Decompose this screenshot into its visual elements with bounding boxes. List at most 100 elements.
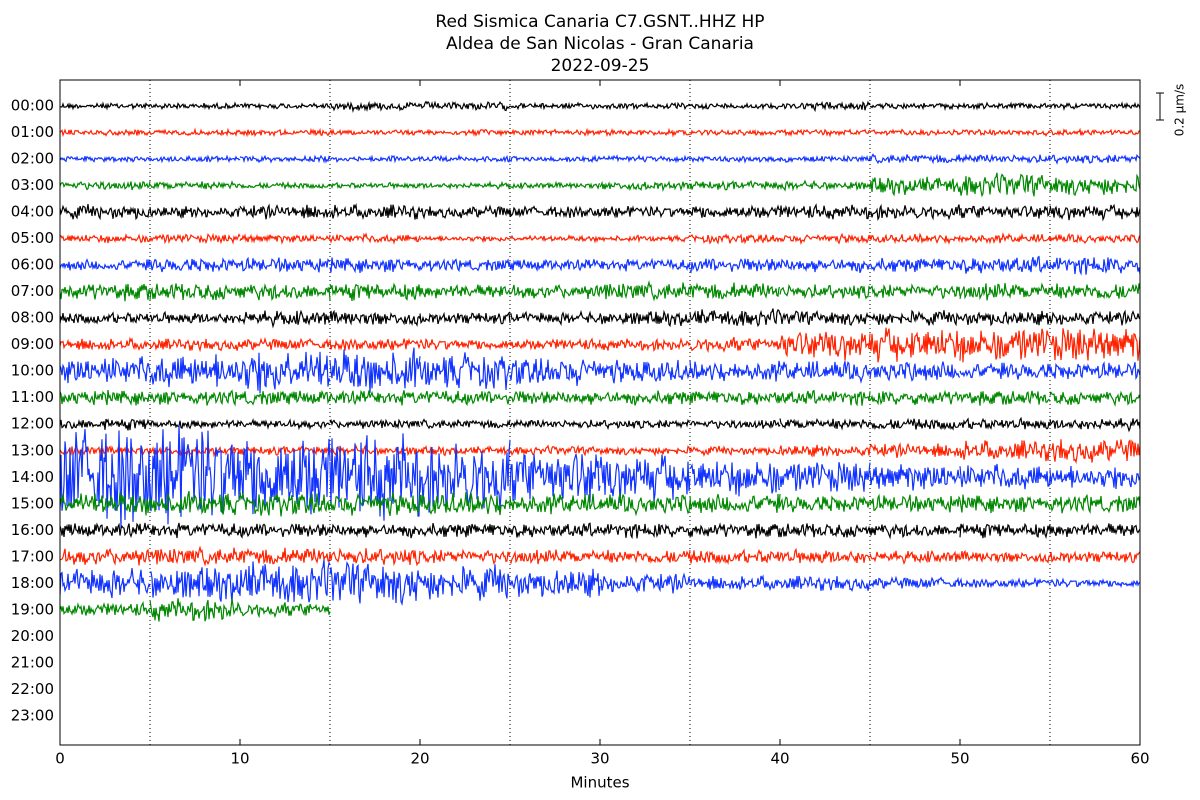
trace-segment	[239, 180, 331, 191]
y-tick-label: 20:00	[11, 627, 54, 645]
trace-segment	[779, 444, 871, 458]
trace-segment	[60, 418, 151, 431]
trace-segment	[149, 445, 241, 458]
trace-segment	[599, 257, 691, 272]
x-tick-label: 10	[230, 750, 249, 768]
trace-segment	[509, 493, 601, 515]
trace-segment	[149, 338, 241, 353]
trace-segment	[509, 284, 601, 300]
trace-segment	[239, 418, 331, 431]
trace-segment	[689, 204, 780, 219]
trace-segment	[599, 549, 691, 564]
trace-segment	[959, 494, 1051, 514]
trace-segment	[60, 180, 151, 191]
trace-segment	[779, 523, 871, 538]
trace-segment	[689, 461, 781, 497]
trace-segment	[599, 309, 691, 328]
x-tick-label: 30	[590, 750, 609, 768]
trace-segment	[149, 354, 241, 388]
trace-segment	[869, 176, 961, 197]
trace-segment	[1049, 309, 1140, 326]
trace-segment	[419, 180, 511, 191]
x-axis-label: Minutes	[570, 774, 629, 792]
trace-segment	[779, 179, 871, 192]
trace-segment	[239, 283, 331, 301]
trace-segment	[419, 258, 511, 273]
trace-segment	[239, 389, 331, 406]
trace-segment	[869, 549, 961, 565]
trace-segment	[779, 462, 871, 492]
trace-segment	[419, 204, 511, 220]
trace-segment	[419, 153, 511, 163]
trace-segment	[239, 547, 331, 565]
trace-segment	[419, 337, 511, 351]
trace-segment	[329, 181, 421, 191]
y-tick-label: 11:00	[11, 388, 54, 406]
y-tick-label: 09:00	[11, 335, 54, 353]
trace-segment	[60, 336, 151, 351]
trace-segment	[509, 154, 601, 164]
trace-segment	[869, 442, 961, 459]
trace-segment	[959, 153, 1051, 164]
trace-segment	[869, 283, 961, 300]
trace-segment	[689, 419, 781, 430]
trace-segment	[60, 547, 151, 566]
trace-segment	[599, 101, 691, 111]
x-tick-label: 20	[410, 750, 429, 768]
trace-segment	[869, 327, 961, 363]
trace-segment	[509, 390, 600, 405]
trace-segment	[869, 493, 961, 513]
trace-segment	[959, 282, 1051, 301]
trace-segment	[60, 311, 151, 325]
trace-segment	[779, 100, 871, 113]
trace-segment	[1049, 101, 1140, 111]
trace-segment	[419, 311, 511, 325]
trace-segment	[869, 153, 961, 165]
chart-title: Aldea de San Nicolas - Gran Canaria	[446, 34, 754, 54]
y-tick-label: 00:00	[11, 97, 54, 115]
trace-segment	[239, 101, 331, 111]
trace-segment	[419, 439, 511, 513]
trace-segment	[60, 258, 151, 271]
trace-segment	[959, 522, 1051, 539]
y-tick-label: 05:00	[11, 229, 54, 247]
trace-segment	[149, 491, 241, 516]
trace-segment	[779, 203, 871, 220]
trace-segment	[869, 389, 961, 406]
trace-segment	[509, 568, 601, 598]
trace-segment	[149, 127, 241, 137]
trace-segment	[1049, 361, 1140, 381]
trace-segment	[689, 258, 781, 274]
y-tick-label: 19:00	[11, 600, 54, 618]
trace-segment	[779, 331, 871, 361]
trace-segment	[689, 522, 781, 539]
trace-segment	[599, 572, 691, 594]
trace-segment	[149, 232, 241, 245]
trace-segment	[239, 445, 331, 456]
trace-segment	[689, 155, 781, 164]
trace-segment	[419, 564, 511, 601]
trace-segment	[419, 491, 511, 516]
trace-segment	[239, 127, 331, 138]
y-tick-label: 10:00	[11, 362, 54, 380]
chart-title: 2022-09-25	[551, 56, 650, 76]
trace-segment	[329, 337, 421, 352]
trace-segment	[60, 568, 151, 599]
trace-segment	[599, 337, 691, 352]
x-tick-label: 40	[770, 750, 789, 768]
trace-segment	[149, 418, 241, 430]
trace-segment	[689, 282, 781, 300]
trace-segment	[419, 390, 511, 407]
trace-segment	[509, 180, 601, 190]
trace-segment	[149, 424, 241, 525]
trace-segment	[959, 128, 1051, 137]
trace-segment	[239, 602, 331, 619]
trace-segment	[1049, 522, 1140, 537]
x-tick-label: 60	[1130, 750, 1149, 768]
trace-segment	[419, 444, 511, 458]
trace-segment	[329, 282, 421, 301]
trace-segment	[509, 127, 601, 137]
trace-segment	[239, 336, 331, 351]
trace-segment	[329, 257, 421, 274]
